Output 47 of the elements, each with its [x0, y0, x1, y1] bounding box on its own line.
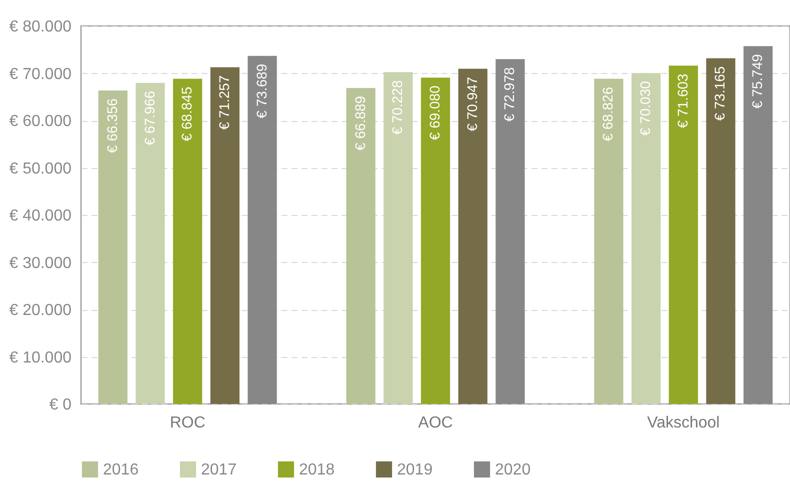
bar — [384, 72, 413, 404]
bar — [248, 56, 277, 404]
x-tick-label: AOC — [418, 414, 453, 432]
data-label: € 66.889 — [352, 96, 368, 150]
data-label: € 71.603 — [674, 73, 690, 128]
data-label: € 70.947 — [464, 76, 480, 132]
bar — [420, 78, 450, 404]
y-tick-label: € 40.000 — [9, 208, 72, 224]
data-label: € 68.845 — [178, 86, 195, 142]
bar — [744, 46, 773, 404]
bar — [632, 73, 661, 404]
legend-label: 2020 — [495, 461, 531, 478]
bar — [458, 68, 488, 404]
data-label: € 73.165 — [712, 66, 728, 121]
data-label: € 72.978 — [501, 66, 518, 122]
y-tick-label: € 30.000 — [9, 254, 72, 272]
y-tick-label: € 10.000 — [9, 349, 72, 366]
bar — [346, 88, 376, 404]
data-label: € 70.228 — [389, 80, 406, 135]
x-tick-label: Vakschool — [647, 414, 720, 432]
data-label: € 67.966 — [141, 90, 158, 146]
legend-label: 2017 — [201, 461, 237, 478]
data-label: € 69.080 — [426, 85, 442, 140]
y-tick-label: € 60.000 — [9, 113, 72, 130]
y-tick-label: € 0 — [49, 396, 72, 414]
legend-label: 2016 — [103, 461, 139, 478]
data-label: € 66.356 — [104, 98, 120, 153]
legend-label: 2018 — [299, 461, 335, 478]
y-tick-label: € 80.000 — [9, 18, 72, 36]
bar — [496, 59, 525, 404]
data-label: € 71.257 — [216, 75, 232, 130]
bar — [594, 78, 624, 404]
data-label: € 68.826 — [600, 86, 616, 142]
bar — [210, 67, 240, 404]
data-label: € 73.689 — [253, 64, 270, 118]
bar — [98, 90, 128, 404]
bar — [668, 66, 698, 404]
bar — [173, 78, 202, 404]
bar — [136, 82, 165, 404]
data-label: € 70.030 — [637, 80, 654, 136]
bar — [706, 58, 736, 404]
x-tick-label: ROC — [170, 414, 206, 432]
legend-label: 2019 — [397, 461, 433, 478]
y-tick-label: € 20.000 — [9, 302, 72, 319]
y-tick-label: € 50.000 — [9, 160, 72, 178]
y-tick-label: € 70.000 — [9, 66, 72, 83]
data-label: € 75.749 — [749, 54, 766, 109]
